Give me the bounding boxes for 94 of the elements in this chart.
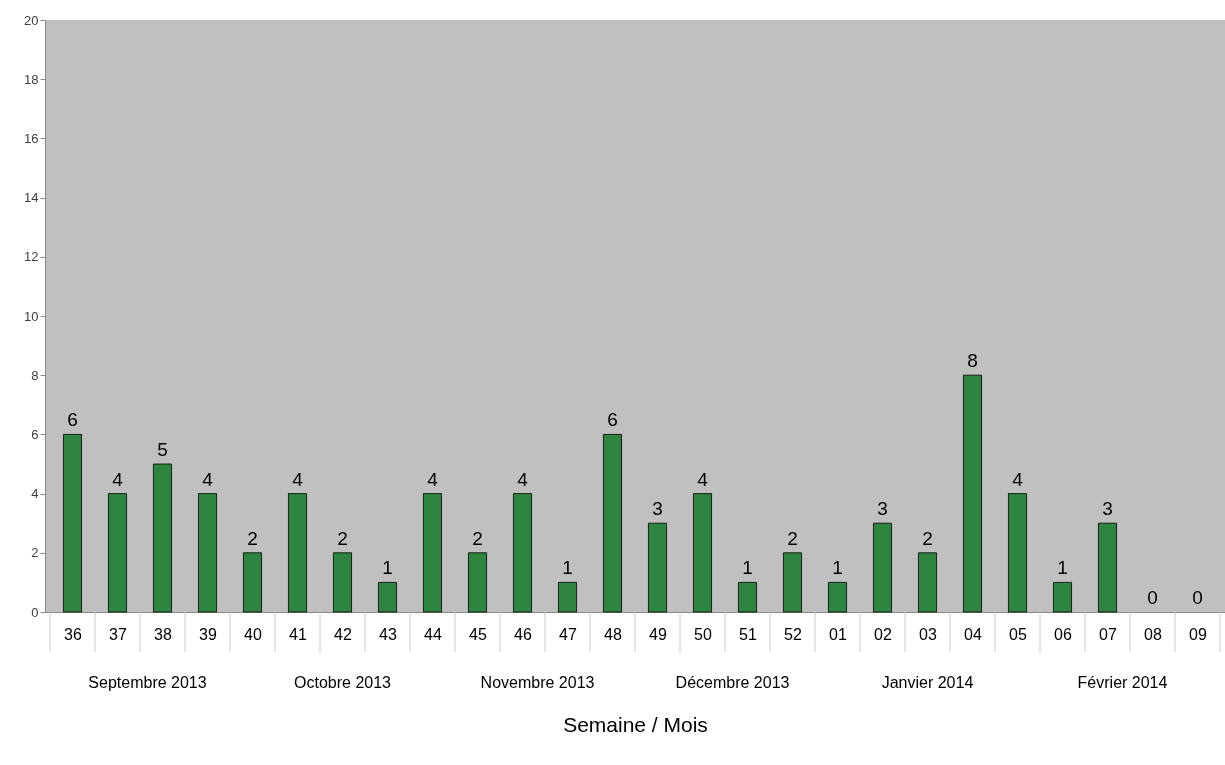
bar <box>963 374 982 613</box>
x-tick-label: 38 <box>154 625 172 643</box>
x-tick-label: 41 <box>289 625 307 643</box>
x-tick-label: 02 <box>874 625 892 643</box>
text: Octobre 2013 <box>294 674 392 691</box>
text: Décembre 2013 <box>675 674 790 691</box>
bar <box>513 493 532 613</box>
x-tick-label: 36 <box>64 625 82 643</box>
data-label: 4 <box>292 468 304 490</box>
data-label: 1 <box>742 557 753 579</box>
x-tick-label: 42 <box>334 625 352 643</box>
y-tick-label: 14 <box>24 190 39 206</box>
text: Septembre 2013 <box>88 674 207 691</box>
data-label: 2 <box>247 527 258 549</box>
data-label: 4 <box>697 468 709 490</box>
x-tick-label: 47 <box>559 625 577 643</box>
x-tick-label: 08 <box>1144 625 1162 643</box>
data-label: 0 <box>1147 587 1158 608</box>
data-label: 1 <box>382 557 393 579</box>
bar <box>738 582 757 613</box>
bar <box>1008 493 1027 613</box>
bar <box>603 434 622 613</box>
bar <box>378 582 397 613</box>
x-tick-label: 48 <box>604 625 622 643</box>
y-tick-label: 18 <box>24 71 39 87</box>
data-label: 6 <box>67 409 78 431</box>
data-label: 6 <box>607 409 618 431</box>
bar <box>693 493 712 613</box>
bar <box>423 493 442 613</box>
text: Novembre 2013 <box>480 674 595 691</box>
x-tick-label: 01 <box>829 625 847 643</box>
x-tick-label: 37 <box>109 625 127 643</box>
data-label: 4 <box>1012 468 1024 490</box>
x-tick-label: 07 <box>1099 625 1117 643</box>
x-tick-label: 44 <box>424 625 442 643</box>
y-tick-label: 0 <box>31 604 39 620</box>
data-label: 1 <box>562 557 573 579</box>
data-label: 4 <box>202 468 214 490</box>
data-label: 2 <box>337 527 348 549</box>
x-tick-label: 49 <box>649 625 667 643</box>
bar <box>153 463 172 613</box>
text: Février 2014 <box>1077 674 1168 691</box>
x-tick-label: 06 <box>1054 625 1072 643</box>
bar <box>1053 582 1072 613</box>
text: Janvier 2014 <box>881 674 974 691</box>
bar <box>783 552 802 613</box>
y-tick-label: 4 <box>31 486 39 502</box>
x-tick-label: 51 <box>739 625 757 643</box>
y-tick-label: 2 <box>31 545 39 561</box>
data-label: 1 <box>1057 557 1068 579</box>
bar <box>243 552 262 613</box>
data-label: 5 <box>157 439 168 460</box>
data-label: 8 <box>967 350 978 372</box>
data-label: 0 <box>1192 587 1203 608</box>
bar <box>918 552 937 613</box>
bar <box>1098 522 1117 613</box>
bar <box>648 522 667 613</box>
bar <box>333 552 352 613</box>
bar <box>468 552 487 613</box>
x-tick-label: 52 <box>784 625 802 643</box>
bar <box>108 493 127 613</box>
data-label: 1 <box>832 557 843 579</box>
y-tick-label: 20 <box>24 12 39 28</box>
data-label: 4 <box>427 468 439 490</box>
data-label: 3 <box>1102 498 1113 520</box>
x-tick-label: 39 <box>199 625 217 643</box>
bar <box>828 582 847 613</box>
bar <box>558 582 577 613</box>
data-label: 2 <box>787 527 798 549</box>
x-tick-label: 09 <box>1189 625 1207 643</box>
x-tick-label: 45 <box>469 625 487 643</box>
bar <box>198 493 217 613</box>
y-tick-label: 6 <box>31 426 39 442</box>
y-tick-label: 10 <box>24 308 39 324</box>
bar <box>873 522 892 613</box>
x-tick-label: 05 <box>1009 625 1027 643</box>
y-tick-label: 8 <box>31 367 39 383</box>
data-label: 3 <box>652 498 663 520</box>
x-axis-title: Semaine / Mois <box>563 712 708 736</box>
data-label: 4 <box>517 468 529 490</box>
y-tick-label: 16 <box>24 130 39 146</box>
x-tick-label: 40 <box>244 625 262 643</box>
data-label: 4 <box>112 468 124 490</box>
data-label: 3 <box>877 498 888 520</box>
x-tick-label: 03 <box>919 625 937 643</box>
y-tick-label: 12 <box>24 249 39 265</box>
bar <box>288 493 307 613</box>
data-label: 2 <box>472 527 483 549</box>
x-tick-label: 50 <box>694 625 712 643</box>
x-tick-label: 46 <box>514 625 532 643</box>
x-tick-label: 04 <box>964 625 982 643</box>
bar <box>63 434 82 613</box>
x-tick-label: 43 <box>379 625 397 643</box>
data-label: 2 <box>922 527 933 549</box>
